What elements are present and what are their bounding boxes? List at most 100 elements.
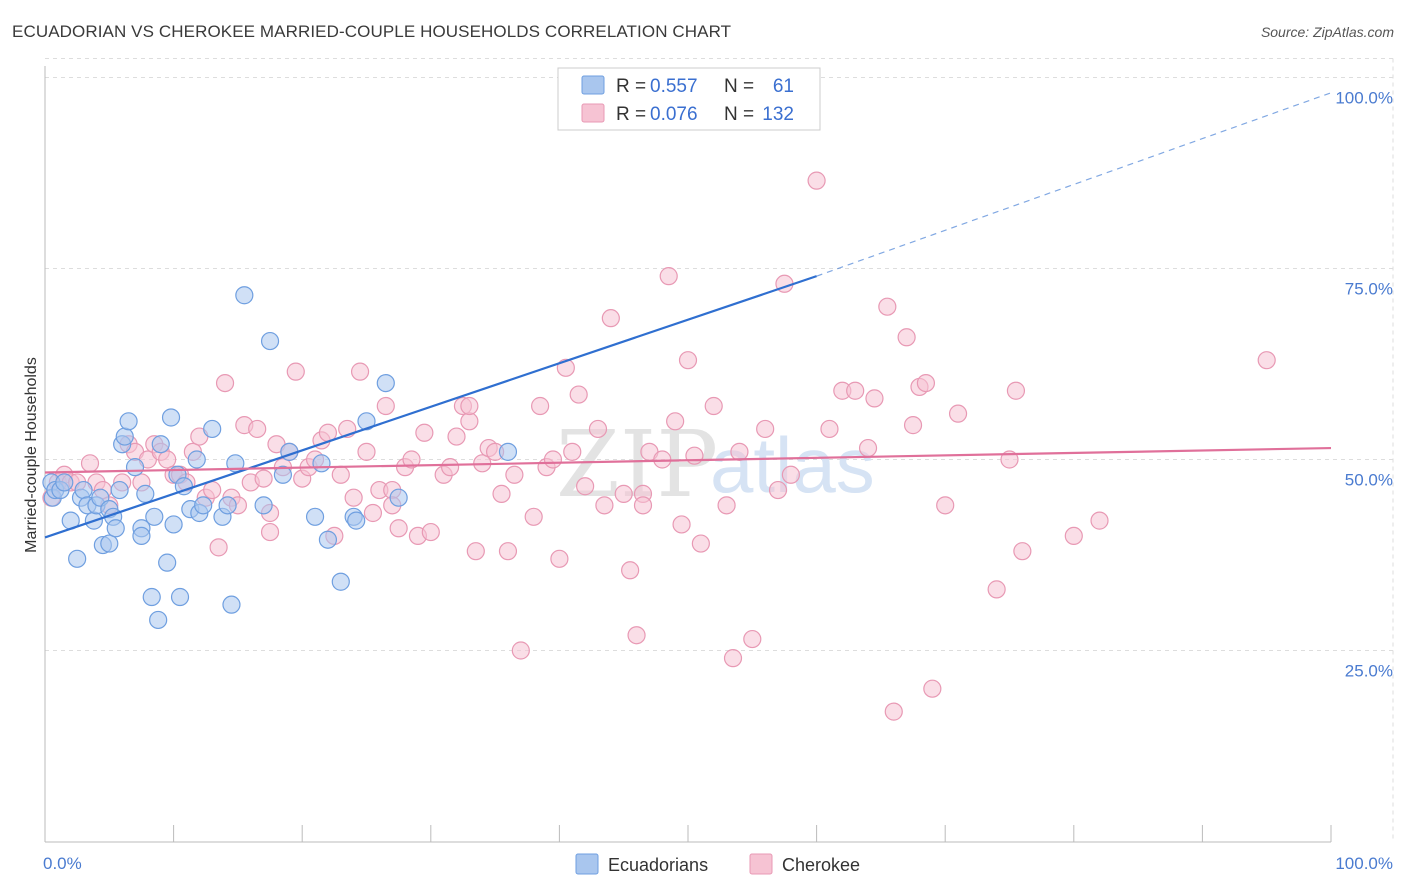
cherokee-point [1090, 511, 1109, 530]
cherokee-point [678, 351, 698, 370]
y-tick-labels: 25.0% 50.0% 75.0% 100.0% [1335, 89, 1393, 681]
cherokee-point [350, 362, 370, 381]
cherokee-point [627, 626, 646, 645]
legend-swatch-ecuadorians [581, 75, 605, 95]
cherokee-point [447, 427, 466, 446]
cherokee-point [865, 389, 884, 408]
bottom-legend-swatch-ecuadorians [575, 853, 599, 875]
legend-r-label-1: R = [616, 76, 646, 97]
cherokee-point [460, 412, 479, 431]
legend-n-value-1: 61 [773, 76, 794, 97]
ecuadorian-point [260, 331, 280, 351]
cherokee-point [781, 465, 800, 484]
cherokee-point [505, 465, 524, 484]
ecuadorian-point [164, 515, 183, 534]
ecuadorian-point [161, 408, 181, 427]
cherokee-point [203, 480, 222, 500]
ecuadorian-point [305, 507, 325, 526]
zipatlas-watermark: ZIP atlas [556, 411, 875, 518]
cherokee-point [691, 534, 710, 553]
ecuadorian-point [235, 286, 254, 305]
cherokee-point [948, 404, 968, 423]
cherokee-point [878, 297, 897, 316]
cherokee-point [595, 496, 614, 515]
cherokee-point [260, 522, 280, 542]
ecuadorian-point [222, 595, 241, 614]
cherokee-point [209, 538, 228, 557]
y-tick-label: 75.0% [1345, 280, 1393, 299]
ecuadorian-point [115, 427, 134, 446]
legend-r-value-1: 0.557 [650, 76, 698, 97]
legend-r-value-2: 0.076 [650, 104, 698, 125]
legend-n-value-2: 132 [762, 104, 794, 125]
ecuadorian-point [318, 530, 338, 549]
cherokee-point [440, 458, 460, 477]
cherokee-point [633, 496, 653, 515]
ecuadorian-point [174, 477, 193, 496]
cherokee-point [421, 522, 440, 542]
cherokee-point [820, 419, 839, 439]
bottom-legend-label-ecuadorians: Ecuadorians [608, 855, 708, 875]
cherokee-point [254, 469, 273, 488]
ecuadorian-point [194, 496, 213, 515]
ecuadorian-point [218, 496, 237, 515]
cherokee-point [466, 542, 485, 561]
cherokee-point [987, 580, 1006, 599]
cherokee-point [498, 542, 518, 561]
cherokee-point [286, 362, 305, 381]
y-axis-label: Married-couple Households [23, 357, 40, 553]
cherokee-point [756, 419, 775, 439]
bottom-legend-swatch-cherokee [749, 853, 773, 875]
ecuadorian-point [389, 488, 408, 507]
cherokee-point [897, 328, 916, 347]
cherokee-point [215, 374, 235, 393]
ecuadorian-trend-extension [816, 92, 1332, 277]
cherokee-point [563, 442, 582, 461]
cherokee-point [723, 649, 743, 668]
cherokee-point [363, 503, 383, 523]
cherokee-point [666, 412, 685, 431]
cherokee-point [653, 450, 672, 469]
cherokee-point [415, 423, 434, 442]
ecuadorian-point [254, 496, 273, 515]
cherokee-point [402, 450, 421, 469]
ecuadorian-point [74, 480, 93, 500]
cherokee-point [376, 396, 395, 416]
cherokee-point [717, 496, 736, 515]
cherokee-point [1006, 381, 1026, 400]
ecuadorian-point [151, 435, 170, 454]
ecuadorian-point [357, 412, 376, 431]
ecuadorian-point [149, 610, 168, 630]
x-tick-labels: 0.0% 100.0% [43, 854, 1393, 873]
cherokee-point [389, 519, 408, 538]
cherokee-trend-line [44, 446, 1332, 474]
correlation-legend: R = 0.557 N = 61 R = 0.076 N = 132 [557, 67, 821, 131]
ecuadorian-point [331, 572, 350, 591]
cherokee-point [357, 442, 376, 461]
cherokee-point [344, 488, 363, 507]
ecuadorian-point [203, 419, 222, 439]
cherokee-point [936, 496, 955, 515]
legend-n-label-1: N = [724, 76, 754, 97]
cherokee-point [511, 641, 530, 660]
ecuadorian-point [125, 458, 145, 477]
cherokee-point [569, 385, 588, 404]
ecuadorian-point [106, 519, 125, 538]
cherokee-point [601, 309, 620, 328]
cherokee-point [531, 396, 550, 416]
cherokee-point [158, 450, 177, 469]
bottom-legend-label-cherokee: Cherokee [782, 855, 860, 875]
cherokee-point [588, 419, 608, 439]
cherokee-point [916, 374, 936, 393]
ecuadorian-point [376, 374, 395, 393]
cherokee-point [1013, 542, 1032, 561]
ecuadorian-point [55, 473, 74, 492]
legend-swatch-cherokee [581, 103, 605, 123]
x-tick-label-max: 100.0% [1335, 854, 1393, 873]
series-legend: Ecuadorians Cherokee [575, 853, 860, 875]
x-tick-label-min: 0.0% [43, 854, 82, 873]
watermark-atlas: atlas [710, 421, 875, 509]
cherokee-point [1257, 351, 1276, 370]
y-tick-label: 100.0% [1335, 89, 1393, 108]
